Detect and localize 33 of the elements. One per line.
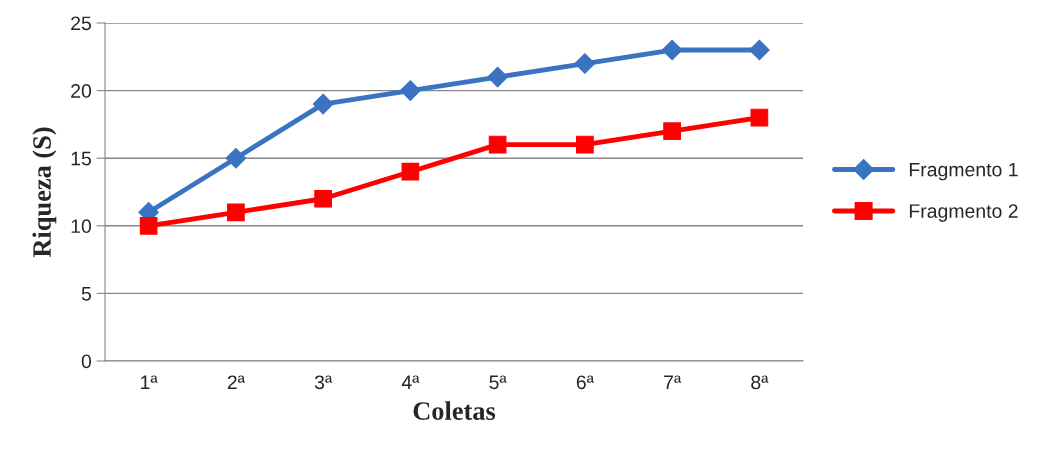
x-tick-label: 8ª: [751, 375, 769, 390]
y-tick-label: 15: [71, 151, 91, 166]
x-tick-label: 5ª: [489, 375, 507, 390]
x-tick-label: 7ª: [664, 375, 682, 389]
point: [663, 122, 681, 141]
point: [661, 39, 683, 61]
y-tick-label: 0: [81, 354, 92, 369]
legend-label: Fragmento 1: [909, 162, 1018, 181]
point: [225, 147, 247, 169]
point: [400, 80, 421, 101]
x-tick-label: 2ª: [227, 375, 245, 389]
x-tick-label: 6ª: [576, 375, 594, 390]
point: [139, 216, 158, 235]
point: [314, 189, 332, 208]
point: [750, 108, 769, 127]
point: [574, 53, 596, 74]
x-tick-label: 3ª: [314, 375, 333, 390]
point: [227, 203, 245, 222]
x-tick-label: 1ª: [141, 375, 158, 389]
point: [487, 66, 508, 88]
point: [401, 162, 420, 181]
legend-label: Fragmento 2: [909, 204, 1018, 222]
point: [576, 135, 594, 154]
y-tick-label: 20: [71, 84, 92, 98]
point: [488, 135, 507, 154]
y-axis-title: Riqueza (S): [32, 127, 57, 258]
x-axis-title: Coletas: [413, 401, 496, 420]
point: [749, 39, 770, 61]
y-tick-label: 25: [71, 16, 91, 31]
point: [312, 93, 334, 115]
y-tick-label: 10: [71, 219, 92, 234]
y-tick-label: 5: [81, 287, 91, 301]
x-tick-label: 4ª: [401, 375, 420, 389]
